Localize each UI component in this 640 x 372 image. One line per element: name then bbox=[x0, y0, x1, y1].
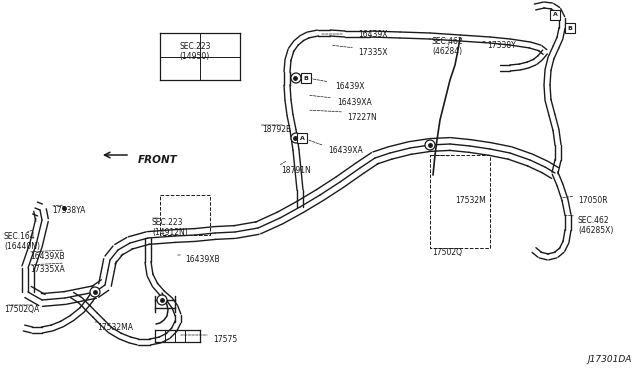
Text: 16439XA: 16439XA bbox=[337, 98, 372, 107]
Text: 16439X: 16439X bbox=[358, 30, 387, 39]
FancyBboxPatch shape bbox=[550, 10, 560, 20]
Circle shape bbox=[425, 140, 435, 150]
FancyBboxPatch shape bbox=[297, 133, 307, 143]
Circle shape bbox=[90, 287, 100, 297]
Text: B: B bbox=[568, 26, 572, 31]
Text: J17301DA: J17301DA bbox=[588, 355, 632, 364]
Text: 17335XA: 17335XA bbox=[30, 265, 65, 274]
Text: A: A bbox=[552, 13, 557, 17]
Text: 17575: 17575 bbox=[213, 335, 237, 344]
Text: FRONT: FRONT bbox=[138, 155, 178, 165]
Text: SEC.164
(16440N): SEC.164 (16440N) bbox=[4, 232, 40, 251]
Text: 17335X: 17335X bbox=[358, 48, 387, 57]
FancyBboxPatch shape bbox=[565, 23, 575, 33]
Text: 16439XB: 16439XB bbox=[185, 255, 220, 264]
Circle shape bbox=[157, 295, 167, 305]
Text: A: A bbox=[300, 135, 305, 141]
Text: 16439XA: 16439XA bbox=[328, 146, 363, 155]
Text: SEC.223
(14950): SEC.223 (14950) bbox=[179, 42, 211, 61]
Text: SEC.223
(14912N): SEC.223 (14912N) bbox=[152, 218, 188, 237]
Text: 18791N: 18791N bbox=[281, 166, 311, 175]
Text: 16439XB: 16439XB bbox=[30, 252, 65, 261]
Circle shape bbox=[291, 133, 301, 143]
Text: SEC.462
(46285X): SEC.462 (46285X) bbox=[578, 216, 613, 235]
Text: 17532M: 17532M bbox=[455, 196, 486, 205]
Text: 17532MA: 17532MA bbox=[97, 323, 133, 332]
FancyBboxPatch shape bbox=[301, 73, 311, 83]
Text: 17502QA: 17502QA bbox=[4, 305, 39, 314]
Circle shape bbox=[291, 73, 301, 83]
Text: 17502Q: 17502Q bbox=[432, 248, 462, 257]
Text: 16439X: 16439X bbox=[335, 82, 365, 91]
Text: B: B bbox=[303, 76, 308, 80]
Text: 17338Y: 17338Y bbox=[487, 41, 516, 50]
Text: 17338YA: 17338YA bbox=[52, 206, 85, 215]
Text: SEC.462
(46284): SEC.462 (46284) bbox=[431, 37, 463, 57]
Text: 18792E: 18792E bbox=[262, 125, 291, 134]
Text: 17050R: 17050R bbox=[578, 196, 607, 205]
Text: 17227N: 17227N bbox=[347, 113, 377, 122]
